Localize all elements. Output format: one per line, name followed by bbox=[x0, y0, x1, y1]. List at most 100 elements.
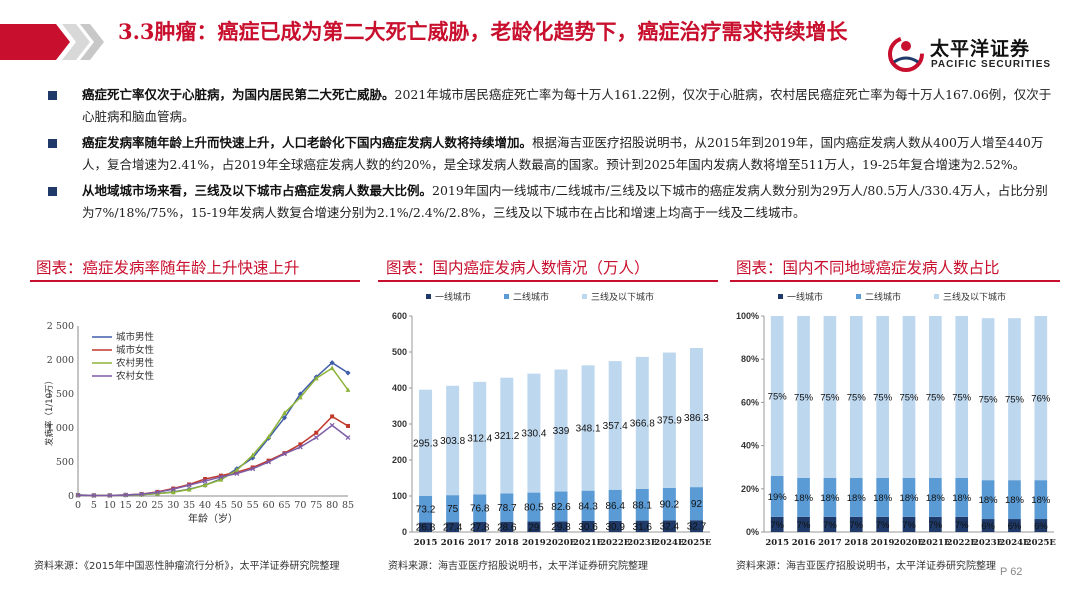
bar-segment bbox=[608, 520, 622, 532]
data-label: 295.3 bbox=[413, 438, 438, 449]
bar-segment bbox=[581, 490, 595, 521]
data-label: 18% bbox=[794, 493, 814, 504]
bar-segment bbox=[902, 478, 916, 517]
bar-segment bbox=[797, 478, 810, 517]
bar-segment bbox=[876, 516, 889, 532]
bar-segment bbox=[662, 520, 676, 532]
data-label: 18% bbox=[979, 495, 999, 506]
data-label: 18% bbox=[1005, 495, 1025, 506]
data-label: 84.3 bbox=[578, 501, 598, 512]
data-label: 18% bbox=[847, 493, 867, 504]
x-tick-label: 60 bbox=[263, 500, 275, 511]
bullet-item: 癌症死亡率仅次于心脏病，为国内居民第二大死亡威胁。2021年城市居民癌症死亡率为… bbox=[44, 84, 1054, 128]
bar-segment bbox=[797, 316, 810, 478]
legend-swatch bbox=[856, 294, 861, 299]
data-label: 75% bbox=[768, 391, 788, 402]
bar-segment bbox=[902, 316, 916, 478]
legend-label: 一线城市 bbox=[435, 291, 471, 303]
cancer-count-chart: 0 100 200 300 400 500 600 2015 26.8 73.2 295.3 2016… bbox=[392, 291, 712, 548]
data-label: 75% bbox=[847, 393, 867, 404]
data-label: 6% bbox=[1008, 521, 1022, 532]
bar-segment bbox=[554, 369, 568, 492]
y-tick-label: 1 500 bbox=[47, 389, 74, 400]
bar-segment bbox=[500, 521, 514, 532]
x-tick-label: 2021E bbox=[573, 538, 604, 548]
legend-label: 三线及以下城市 bbox=[591, 291, 654, 303]
data-label: 75% bbox=[794, 393, 814, 404]
legend-swatch bbox=[934, 294, 939, 299]
x-tick-label: 2015 bbox=[414, 538, 438, 548]
x-tick-label: 80 bbox=[326, 500, 338, 511]
data-point bbox=[297, 391, 303, 397]
legend-swatch bbox=[426, 294, 431, 299]
bar-segment bbox=[1034, 519, 1048, 532]
data-label: 92 bbox=[691, 499, 703, 510]
y-tick-label: 100 bbox=[392, 491, 407, 501]
data-point bbox=[234, 467, 240, 473]
data-point bbox=[250, 465, 255, 470]
legend-swatch bbox=[582, 294, 587, 299]
data-point bbox=[202, 478, 208, 484]
legend-label: 城市女性 bbox=[116, 344, 155, 356]
y-tick-label: 100% bbox=[736, 311, 759, 321]
data-label: 27.8 bbox=[470, 522, 490, 533]
x-tick-label: 10 bbox=[104, 500, 116, 511]
bar-segment bbox=[581, 520, 595, 532]
bar-segment bbox=[662, 487, 676, 521]
data-label: 7% bbox=[902, 520, 916, 531]
bar-segment bbox=[527, 521, 541, 532]
data-label: 80.5 bbox=[524, 503, 544, 514]
data-label: 30.9 bbox=[605, 522, 625, 533]
company-logo: 太平洋证券 PACIFIC SECURITIES bbox=[886, 30, 1066, 74]
data-label: 7% bbox=[955, 520, 969, 531]
bar-segment bbox=[473, 494, 487, 522]
logo-chinese-name: 太平洋证券 bbox=[930, 38, 1031, 60]
bar-segment bbox=[473, 521, 487, 532]
bar-segment bbox=[419, 389, 433, 496]
data-label: 76.8 bbox=[470, 504, 490, 515]
data-label: 321.2 bbox=[494, 431, 519, 442]
data-label: 75% bbox=[899, 393, 919, 404]
data-point bbox=[139, 491, 144, 497]
y-tick-label: 2 000 bbox=[47, 355, 74, 366]
data-point bbox=[186, 486, 192, 492]
x-tick-label: 2021E bbox=[920, 538, 951, 548]
y-tick-label: 400 bbox=[392, 383, 407, 393]
bar-segment bbox=[419, 522, 433, 532]
y-tick-label: 40% bbox=[741, 441, 759, 451]
bar-segment bbox=[849, 516, 863, 532]
bar-segment bbox=[823, 516, 837, 532]
x-tick-label: 2016 bbox=[792, 538, 816, 548]
data-label: 29 bbox=[528, 522, 540, 533]
bullet-square-icon bbox=[48, 139, 57, 148]
data-label: 75% bbox=[952, 393, 972, 404]
data-label: 375.9 bbox=[657, 416, 682, 427]
bar-segment bbox=[554, 521, 568, 532]
bar-segment bbox=[527, 373, 541, 493]
x-tick-label: 2023E bbox=[973, 538, 1004, 548]
y-tick-label: 20% bbox=[741, 484, 759, 494]
legend-label: 二线城市 bbox=[513, 291, 549, 303]
bar-segment bbox=[1034, 480, 1048, 520]
bar-segment bbox=[608, 361, 622, 490]
data-label: 75% bbox=[820, 393, 840, 404]
legend-label: 一线城市 bbox=[787, 291, 823, 303]
bar-segment bbox=[823, 316, 837, 478]
bar-segment bbox=[473, 381, 487, 495]
data-label: 7% bbox=[876, 520, 890, 531]
age-chart-source: 资料来源：《2015年中国恶性肿瘤流行分析》，太平洋证券研究院整理 bbox=[34, 561, 340, 572]
data-point bbox=[266, 458, 271, 463]
data-point bbox=[266, 459, 272, 465]
bar-segment bbox=[608, 489, 622, 521]
share-chart-rule bbox=[730, 280, 1060, 282]
bar-segment bbox=[581, 365, 595, 491]
bar-segment bbox=[770, 475, 784, 517]
data-point bbox=[314, 430, 319, 435]
x-tick-label: 55 bbox=[247, 500, 259, 511]
data-point bbox=[234, 471, 240, 476]
y-tick-label: 2 500 bbox=[47, 321, 74, 332]
data-label: 75 bbox=[447, 504, 459, 515]
x-tick-label: 2016 bbox=[441, 538, 465, 548]
data-label: 75% bbox=[873, 393, 893, 404]
